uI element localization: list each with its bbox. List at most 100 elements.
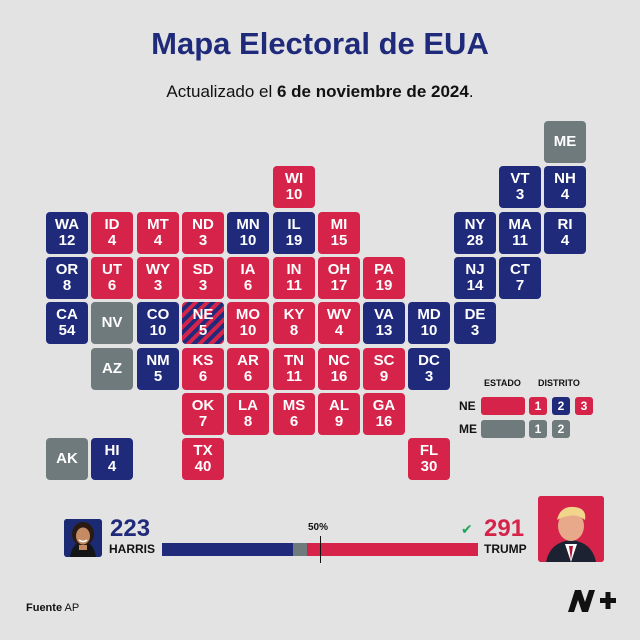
source-name: AP	[62, 602, 80, 614]
state-electoral-votes: 19	[375, 277, 393, 294]
state-electoral-votes: 10	[285, 186, 303, 203]
state-electoral-votes: 14	[466, 277, 484, 294]
state-abbr: FL	[419, 442, 439, 459]
state-tile-wy: WY 3	[137, 257, 179, 299]
state-tile-ri: RI 4	[544, 212, 586, 254]
state-electoral-votes: 10	[239, 232, 257, 249]
state-abbr: AZ	[102, 360, 122, 377]
state-abbr: IA	[240, 261, 256, 278]
legend-me-label: ME	[459, 422, 477, 436]
state-tile-mo: MO 10	[227, 302, 269, 344]
state-abbr: WI	[284, 170, 304, 187]
state-electoral-votes: 8	[289, 322, 299, 339]
trump-electoral-votes: 291	[484, 515, 525, 542]
source-credit: Fuente AP	[26, 602, 79, 614]
state-electoral-votes: 3	[470, 322, 480, 339]
state-abbr: OR	[55, 261, 79, 278]
state-tile-ia: IA 6	[227, 257, 269, 299]
state-tile-md: MD 10	[408, 302, 450, 344]
state-tile-ct: CT 7	[499, 257, 541, 299]
legend-ne-district-2: 2	[552, 397, 570, 415]
state-abbr: ND	[192, 216, 214, 233]
state-abbr: MI	[330, 216, 348, 233]
state-electoral-votes: 16	[330, 368, 348, 385]
state-electoral-votes: 3	[198, 232, 208, 249]
state-electoral-votes: 3	[153, 277, 163, 294]
legend-ne-label: NE	[459, 399, 476, 413]
update-date: 6 de noviembre de 2024	[277, 82, 469, 101]
majority-line	[320, 536, 321, 563]
subtitle-prefix: Actualizado el	[166, 82, 277, 101]
state-electoral-votes: 10	[420, 322, 438, 339]
state-abbr: WV	[326, 306, 352, 323]
state-electoral-votes: 11	[286, 277, 302, 294]
state-abbr: NY	[464, 216, 486, 233]
state-abbr: NJ	[465, 261, 485, 278]
majority-label: 50%	[308, 522, 329, 533]
state-electoral-votes: 19	[285, 232, 303, 249]
state-electoral-votes: 10	[239, 322, 257, 339]
map-title: Mapa Electoral de EUA	[151, 26, 489, 61]
state-electoral-votes: 12	[58, 232, 76, 249]
harris-electoral-votes: 223	[110, 515, 151, 542]
state-abbr: NM	[146, 352, 170, 369]
state-tile-mi: MI 15	[318, 212, 360, 254]
state-tile-ma: MA 11	[499, 212, 541, 254]
state-electoral-votes: 3	[198, 277, 208, 294]
state-tile-oh: OH 17	[318, 257, 360, 299]
state-electoral-votes: 54	[58, 322, 76, 339]
state-tile-dc: DC 3	[408, 348, 450, 390]
state-electoral-votes: 3	[515, 186, 525, 203]
state-abbr: PA	[374, 261, 394, 278]
state-electoral-votes: 40	[194, 458, 212, 475]
state-abbr: ME	[553, 133, 577, 150]
state-tile-tn: TN 11	[273, 348, 315, 390]
trump-vote-bar	[307, 543, 478, 556]
state-tile-in: IN 11	[273, 257, 315, 299]
state-abbr: MD	[417, 306, 441, 323]
state-abbr: OH	[327, 261, 351, 278]
state-abbr: MS	[282, 397, 306, 414]
state-abbr: CT	[510, 261, 530, 278]
state-abbr: KY	[283, 306, 305, 323]
legend-ne-state-box	[481, 397, 525, 415]
harris-name: HARRIS	[109, 542, 156, 556]
state-electoral-votes: 16	[375, 413, 393, 430]
state-electoral-votes: 7	[515, 277, 525, 294]
legend-me-district-2: 2	[552, 420, 570, 438]
state-electoral-votes: 3	[424, 368, 434, 385]
state-tile-fl: FL 30	[408, 438, 450, 480]
source-label: Fuente	[26, 602, 63, 614]
state-tile-ga: GA 16	[363, 393, 405, 435]
state-electoral-votes: 4	[107, 458, 117, 475]
state-abbr: MO	[235, 306, 261, 323]
state-abbr: NH	[554, 170, 576, 187]
state-tile-ms: MS 6	[273, 393, 315, 435]
state-tile-nd: ND 3	[182, 212, 224, 254]
legend-distrito-label: DISTRITO	[538, 378, 580, 388]
state-tile-ok: OK 7	[182, 393, 224, 435]
state-electoral-votes: 4	[334, 322, 344, 339]
state-electoral-votes: 6	[243, 368, 253, 385]
state-electoral-votes: 6	[289, 413, 299, 430]
state-abbr: IN	[286, 261, 302, 278]
state-tile-wv: WV 4	[318, 302, 360, 344]
state-tile-nj: NJ 14	[454, 257, 496, 299]
state-tile-va: VA 13	[363, 302, 405, 344]
state-electoral-votes: 4	[560, 232, 570, 249]
state-electoral-votes: 8	[243, 413, 253, 430]
legend-ne-district-3: 3	[575, 397, 593, 415]
state-tile-id: ID 4	[91, 212, 133, 254]
state-electoral-votes: 11	[286, 368, 302, 385]
state-abbr: DE	[464, 306, 486, 323]
state-abbr: SD	[192, 261, 214, 278]
state-tile-vt: VT 3	[499, 166, 541, 208]
state-abbr: MN	[236, 216, 260, 233]
state-tile-ks: KS 6	[182, 348, 224, 390]
state-tile-al: AL 9	[318, 393, 360, 435]
state-abbr: WY	[145, 261, 171, 278]
state-tile-sc: SC 9	[363, 348, 405, 390]
state-tile-ne: NE 5	[182, 302, 224, 344]
state-tile-co: CO 10	[137, 302, 179, 344]
state-abbr: UT	[102, 261, 122, 278]
